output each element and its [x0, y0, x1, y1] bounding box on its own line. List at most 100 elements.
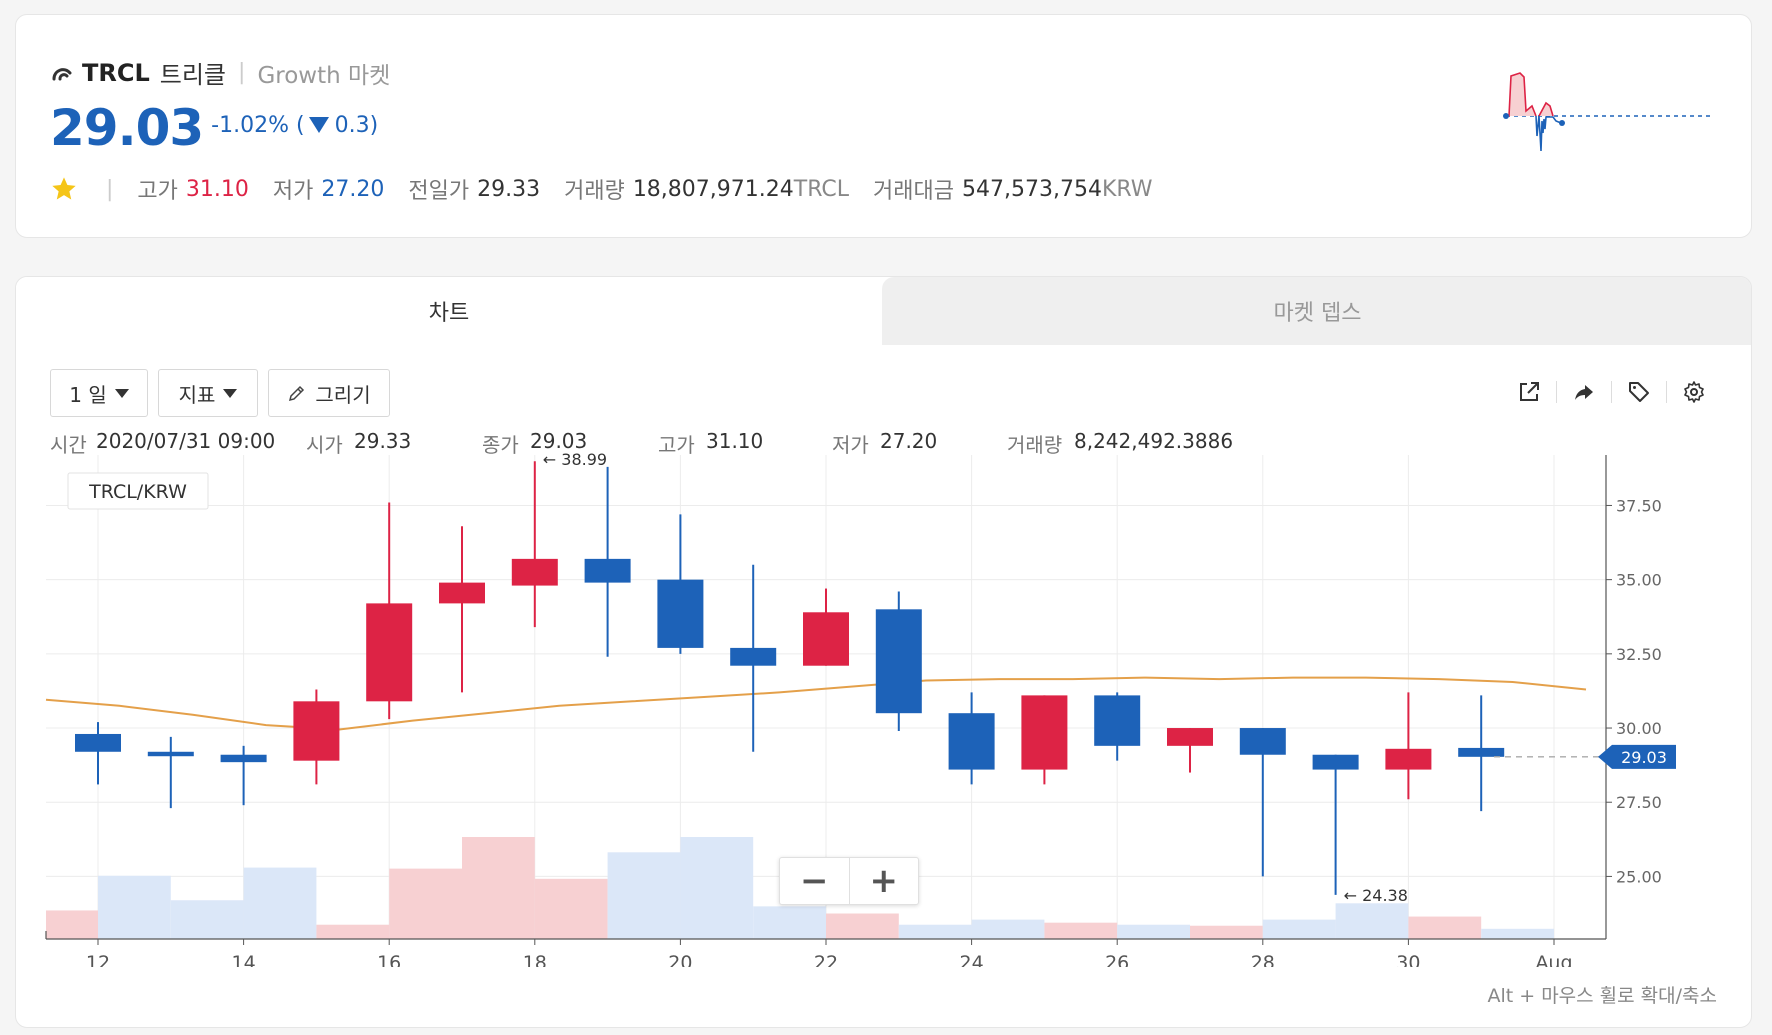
- x-tick-label: 24: [960, 952, 984, 967]
- tab-chart[interactable]: 차트: [16, 277, 882, 345]
- volume-bar: [898, 924, 972, 939]
- indicator-dropdown[interactable]: 지표: [158, 369, 258, 417]
- draw-button[interactable]: 그리기: [268, 369, 390, 417]
- candlestick-chart[interactable]: 37.50 35.00 32.50 30.00 27.50 25.00 12 14 16 18 20…: [16, 447, 1752, 967]
- volume-bar: [1044, 922, 1118, 939]
- share-arrow-icon[interactable]: [1567, 375, 1601, 409]
- x-tick-label: 26: [1105, 952, 1129, 967]
- low-value: 27.20: [321, 176, 385, 202]
- low-label: 저가: [272, 179, 314, 204]
- pencil-icon: [287, 383, 307, 403]
- zoom-in-button[interactable]: +: [869, 861, 899, 901]
- prev-close-value: 29.33: [477, 176, 541, 202]
- current-price: 29.03: [50, 99, 204, 157]
- candle-down: [657, 579, 704, 648]
- candles: [75, 461, 1505, 895]
- x-tick-label: 16: [377, 952, 401, 967]
- interval-dropdown[interactable]: 1 일: [50, 369, 148, 417]
- chevron-down-icon: [114, 388, 129, 398]
- x-tick-label: 12: [86, 952, 110, 967]
- x-tick-label: 20: [668, 952, 692, 967]
- volume-bars: [46, 837, 1554, 939]
- ohlc-close-label: 종가: [482, 433, 519, 457]
- tool-divider: [1556, 381, 1557, 403]
- high-value: 31.10: [185, 176, 249, 202]
- high-label: 고가: [137, 179, 178, 204]
- draw-label: 그리기: [315, 382, 371, 407]
- ohlc-volume-value: 8,242,492.3886: [1074, 429, 1234, 453]
- high-annotation: ← 38.99: [543, 450, 607, 469]
- candle-down: [730, 647, 777, 666]
- ohlc-high-value: 31.10: [706, 429, 764, 453]
- candle-down: [1458, 747, 1505, 757]
- gear-icon[interactable]: [1677, 375, 1711, 409]
- external-link-icon[interactable]: [1512, 375, 1546, 409]
- tool-divider: [1611, 381, 1612, 403]
- candle-down: [220, 754, 267, 763]
- indicator-label: 지표: [178, 382, 216, 407]
- ohlc-low-label: 저가: [832, 433, 869, 457]
- current-price-tag: [1598, 744, 1676, 769]
- trickle-logo-icon: [50, 61, 74, 85]
- candle-up: [366, 603, 413, 702]
- moving-average-line: [45, 676, 1587, 731]
- volume-bar: [680, 837, 754, 939]
- price-row: 29.03 -1.02% (0.3): [50, 101, 378, 156]
- amount-unit: KRW: [1101, 176, 1153, 202]
- zoom-hint: Alt + 마우스 휠로 확대/축소: [1487, 985, 1717, 1007]
- y-tick-label: 30.00: [1616, 719, 1662, 738]
- candle-up: [439, 582, 485, 604]
- pair-label: TRCL/KRW: [88, 481, 187, 503]
- moving-average: [45, 676, 1587, 731]
- ticker-name: 트리클: [159, 61, 227, 89]
- ohlc-time-value: 2020/07/31 09:00: [96, 429, 276, 453]
- ohlc-open-label: 시가: [306, 433, 343, 457]
- volume-label: 거래량: [564, 179, 625, 204]
- x-tick-label: 22: [814, 952, 838, 967]
- zoom-divider: [848, 858, 850, 904]
- candle-down: [75, 733, 121, 752]
- volume-bar: [243, 867, 317, 939]
- candle-down: [584, 558, 631, 583]
- price-sparkline: [1503, 72, 1711, 152]
- market-label: Growth 마켓: [257, 62, 391, 89]
- volume-bar: [1408, 916, 1482, 939]
- change-absolute: 0.3: [334, 113, 370, 138]
- ohlc-low-value: 27.20: [880, 429, 938, 453]
- chevron-down-icon: [223, 388, 238, 398]
- title-separator: |: [238, 60, 246, 85]
- ticker-title: TRCL 트리클 | Growth 마켓: [50, 55, 390, 90]
- current-price-label: 29.03: [1621, 748, 1667, 767]
- tag-icon[interactable]: [1622, 375, 1656, 409]
- zoom-out-button[interactable]: −: [800, 861, 829, 901]
- tab-market-depth[interactable]: 마켓 뎁스: [882, 277, 1751, 345]
- volume-bar: [316, 924, 390, 939]
- volume-bar: [389, 868, 462, 939]
- candle-down: [1312, 754, 1359, 770]
- chart-card: 차트 마켓 뎁스 1 일 지표 그리기: [15, 276, 1752, 1028]
- candle-up: [803, 612, 849, 666]
- y-tick-label: 37.50: [1616, 496, 1662, 515]
- favorite-star-icon[interactable]: [50, 175, 78, 203]
- down-triangle-icon: [308, 117, 329, 133]
- candle-down: [147, 751, 194, 757]
- volume-bar: [98, 875, 171, 939]
- volume-bar: [534, 878, 608, 939]
- change-percent: -1.02%: [211, 113, 289, 138]
- y-tick-label: 27.50: [1616, 793, 1662, 812]
- x-tick-label: 28: [1251, 952, 1275, 967]
- candle-down: [1239, 728, 1286, 755]
- prev-close-label: 전일가: [408, 179, 470, 204]
- x-tick-label: 14: [232, 952, 256, 967]
- zoom-controls: − +: [779, 857, 919, 905]
- candle-up: [293, 701, 340, 761]
- volume-bar: [753, 906, 826, 939]
- change-paren-open: (: [295, 113, 305, 138]
- ticker-symbol: TRCL: [82, 58, 150, 87]
- x-tick-label: 18: [523, 952, 547, 967]
- amount-label: 거래대금: [873, 179, 954, 204]
- y-tick-label: 32.50: [1616, 645, 1662, 664]
- x-tick-label: 30: [1396, 952, 1420, 967]
- chart-axes: 37.50 35.00 32.50 30.00 27.50 25.00 12 14 16 18 20…: [45, 455, 1662, 967]
- pair-label-box: [67, 472, 209, 510]
